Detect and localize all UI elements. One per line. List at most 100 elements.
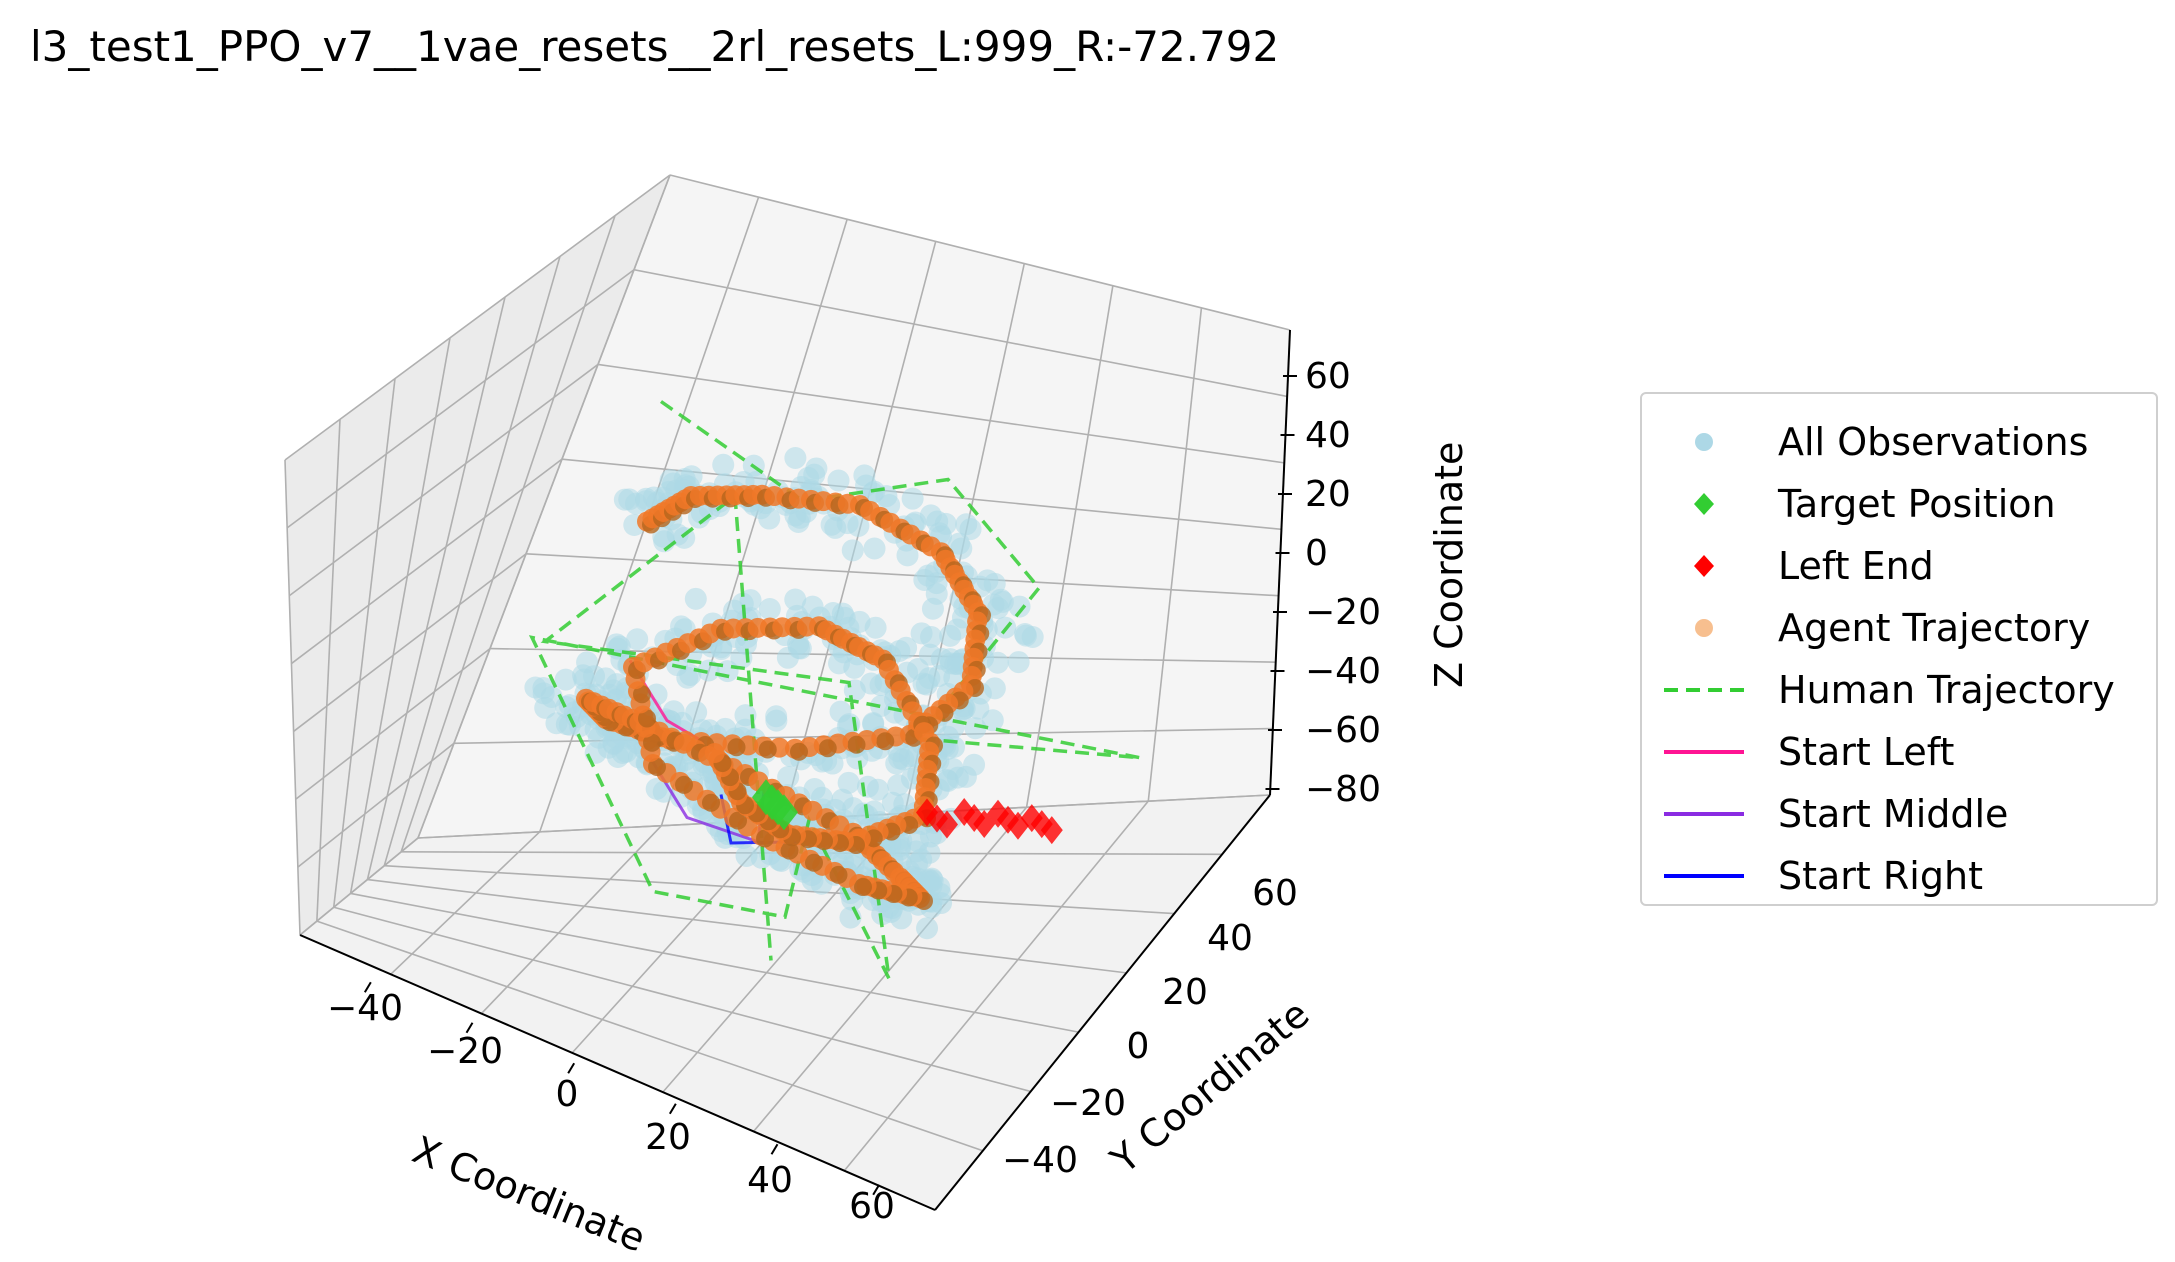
observation-point (870, 694, 893, 717)
z-tick-label: 20 (1305, 474, 1351, 515)
grid-line (400, 215, 616, 853)
observation-point (906, 830, 929, 853)
legend-label: Start Right (1778, 854, 1983, 898)
z-tick-label: 60 (1305, 356, 1351, 397)
agent-trajectory-point (758, 740, 777, 759)
observation-point (788, 637, 811, 660)
observation-point (777, 766, 800, 789)
legend-label: Human Trajectory (1778, 668, 2115, 712)
legend-label: All Observations (1778, 420, 2089, 464)
legend: All Observations Target Position Left End A… (1640, 392, 2158, 906)
z-tick-label: −20 (1305, 592, 1381, 633)
legend-label: Agent Trajectory (1778, 606, 2091, 650)
grid-line (288, 363, 599, 597)
observation-point (676, 666, 699, 689)
grid-line (333, 906, 1031, 1093)
grid-line (293, 553, 527, 733)
observation-point (935, 768, 958, 791)
observation-point (853, 464, 876, 487)
observation-point (558, 694, 581, 717)
observation-point (864, 616, 887, 639)
z-axis-label: Z Coordinate (1427, 442, 1471, 688)
agent-trajectory-point (638, 709, 656, 728)
legend-item: Start Middle (1642, 784, 2156, 840)
x-tick-mark (465, 1022, 474, 1034)
grid-line (284, 174, 671, 461)
grid-line (390, 831, 541, 975)
observation-point (916, 917, 939, 940)
legend-item: Start Left (1642, 722, 2156, 778)
grid-line (286, 269, 635, 529)
agent-trajectory-point (805, 853, 823, 872)
x-axis-label: X Coordinate (407, 1128, 652, 1261)
grid-line (384, 864, 1175, 915)
agent-trajectory-point (675, 775, 693, 794)
agent-trajectory-point (780, 841, 799, 860)
grid-line (633, 268, 1288, 398)
observation-point (921, 597, 944, 620)
floor-pane (300, 795, 1270, 1210)
legend-marker-icon (1664, 688, 1744, 692)
agent-trajectory-point (633, 685, 651, 704)
x-tick-mark (363, 981, 372, 993)
observation-point (866, 778, 889, 801)
axes-grid (284, 174, 1291, 1211)
observation-point (554, 668, 577, 691)
grid-line (316, 419, 341, 922)
agent-trajectory-point (643, 733, 661, 752)
left-end-layer (916, 798, 1063, 845)
agent-trajectory-point (854, 878, 872, 896)
x-tick-label: 20 (645, 1117, 691, 1158)
legend-circle-icon (1695, 433, 1713, 451)
agent-trajectory-point (756, 829, 774, 848)
observation-point (805, 457, 828, 480)
observation-point (917, 868, 940, 891)
observation-point (841, 539, 864, 562)
legend-label: Start Left (1778, 730, 1955, 774)
y-tick-label: 60 (1252, 873, 1298, 914)
grid-line (597, 363, 1285, 464)
grid-line (752, 806, 1028, 1132)
agent-trajectory-point (829, 865, 848, 884)
grid-line (332, 378, 396, 908)
observation-point (910, 622, 933, 645)
agent-trajectory-point (704, 743, 725, 764)
legend-diamond-icon (1694, 555, 1714, 577)
legend-item: Left End (1642, 536, 2156, 592)
grid-line (290, 458, 563, 665)
grid-line (1147, 307, 1203, 802)
observation-point (824, 516, 847, 539)
x-tick-label: −40 (327, 988, 403, 1029)
observation-point (843, 850, 866, 873)
observation-point (758, 598, 781, 621)
legend-label: Start Middle (1778, 792, 2009, 836)
x-tick-mark (770, 1143, 779, 1155)
agent-trajectory-point (790, 742, 808, 761)
y-tick-label: −20 (1050, 1083, 1126, 1124)
observation-point (827, 469, 850, 492)
grid-line (366, 296, 506, 880)
observation-point (837, 771, 860, 794)
observation-point (606, 746, 629, 769)
legend-item: Start Right (1642, 846, 2156, 902)
legend-item: All Observations (1642, 412, 2156, 468)
left-end-marker (1040, 816, 1063, 845)
y-tick-label: 20 (1162, 972, 1208, 1013)
observation-point (712, 453, 735, 476)
agent-trajectory-point (818, 739, 837, 758)
grid-line (417, 174, 671, 839)
agent-trajectory-point (702, 793, 720, 812)
legend-marker-icon (1664, 812, 1744, 816)
legend-circle-icon (1695, 619, 1713, 637)
observation-point (784, 588, 807, 611)
axes-lines (299, 329, 1291, 1211)
observation-point (684, 587, 707, 610)
grid-line (480, 825, 663, 1015)
grid-line (297, 742, 455, 868)
z-tick-label: 40 (1305, 415, 1351, 456)
left-end-marker (936, 810, 958, 839)
grid-line (316, 920, 984, 1152)
grid-line (349, 337, 451, 894)
agent-trajectory-point (729, 811, 747, 830)
x-tick-mark (567, 1062, 576, 1074)
